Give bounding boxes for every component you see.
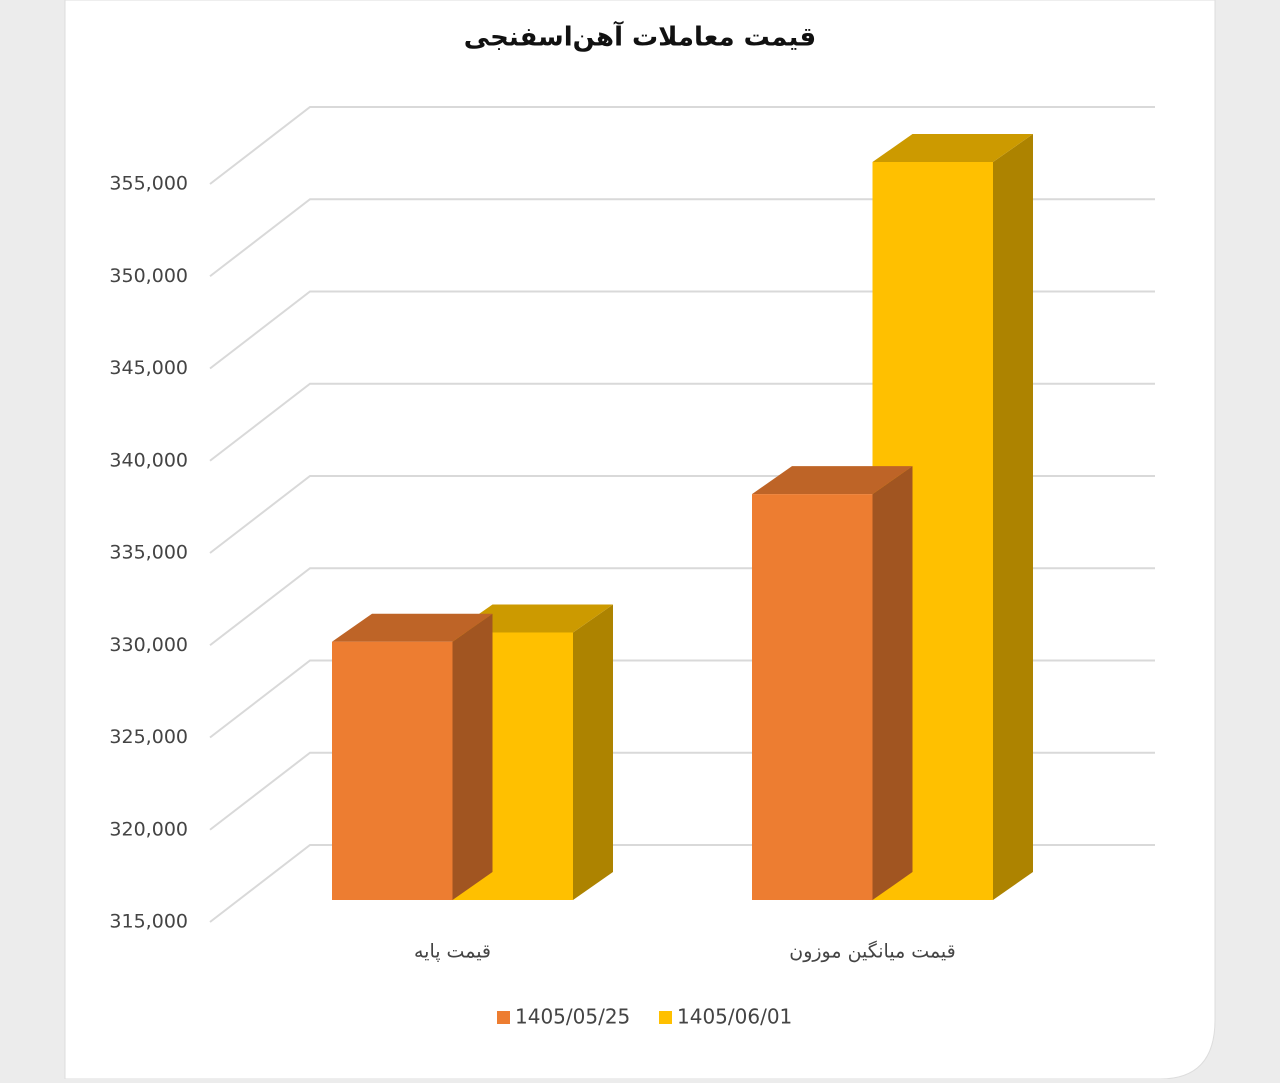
y-tick-label: 340,000 xyxy=(109,449,188,471)
bar-top xyxy=(332,613,493,642)
legend-label: 1405/06/01 xyxy=(677,1005,792,1029)
x-tick-label: قیمت پایه xyxy=(414,941,491,963)
bar xyxy=(332,641,453,900)
bar-side xyxy=(573,604,613,900)
bar-top xyxy=(452,604,613,633)
chart-title: قیمت معاملات آهن‌اسفنجی xyxy=(464,21,816,53)
bar-side xyxy=(993,134,1033,900)
y-tick-label: 335,000 xyxy=(109,542,188,564)
y-tick-label: 345,000 xyxy=(109,357,188,379)
y-tick-label: 320,000 xyxy=(109,818,188,840)
legend-swatch xyxy=(659,1011,672,1024)
y-tick-label: 325,000 xyxy=(109,726,188,748)
legend-swatch xyxy=(497,1011,510,1024)
y-tick-label: 330,000 xyxy=(109,634,188,656)
legend-label: 1405/05/25 xyxy=(515,1005,630,1029)
y-tick-label: 355,000 xyxy=(109,173,188,195)
bar xyxy=(752,494,873,900)
y-tick-label: 350,000 xyxy=(109,265,188,287)
bar-side xyxy=(872,466,913,900)
y-tick-label: 315,000 xyxy=(109,911,188,933)
bar-top xyxy=(752,466,913,495)
grid-line xyxy=(209,106,1155,185)
bar-top xyxy=(872,134,1033,162)
x-tick-label: قیمت میانگین موزون xyxy=(789,940,956,963)
bar-side xyxy=(452,613,493,900)
